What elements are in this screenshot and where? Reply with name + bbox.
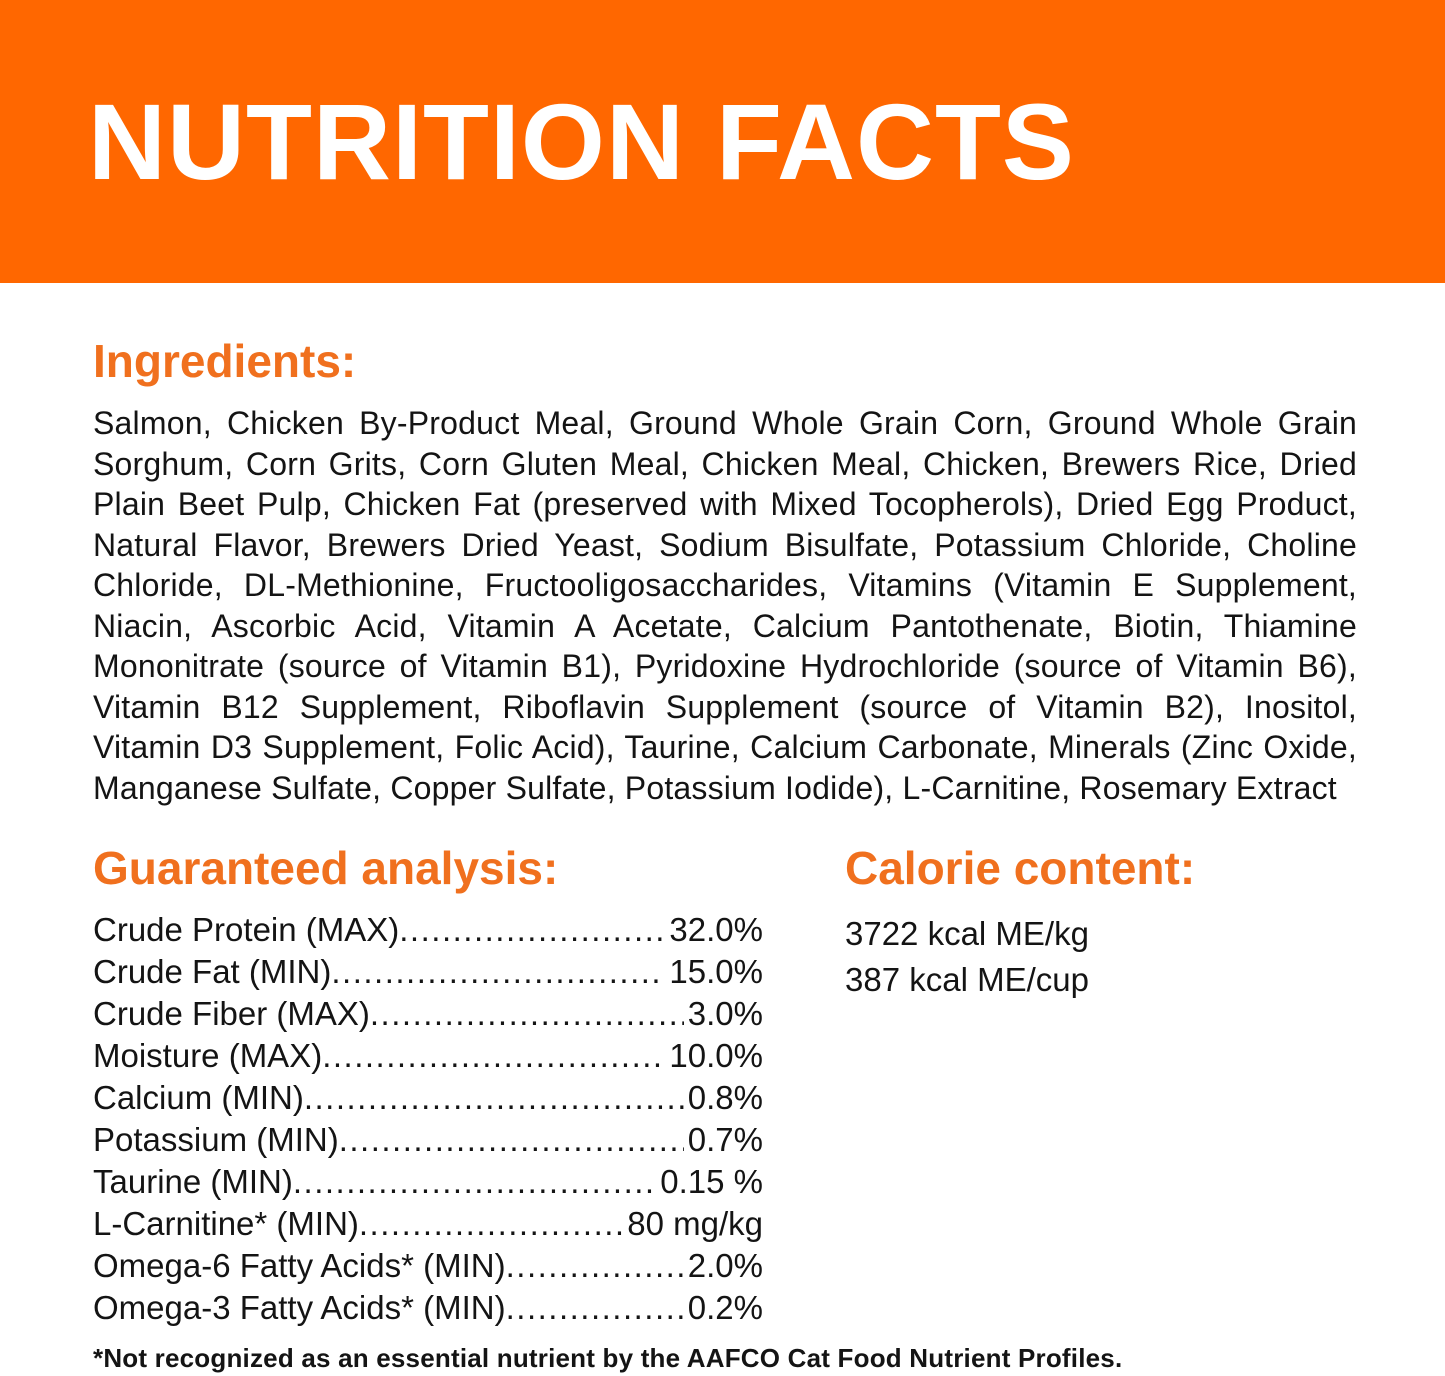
leader-dots <box>339 1119 684 1161</box>
ga-row-label: Potassium (MIN) <box>93 1120 339 1158</box>
ga-row-label: L-Carnitine* (MIN) <box>93 1204 359 1242</box>
leader-dots <box>322 1035 665 1077</box>
ga-row-crude-fat: Crude Fat (MIN) 15.0% <box>93 951 763 993</box>
ga-row-moisture: Moisture (MAX) 10.0% <box>93 1035 763 1077</box>
calorie-content-column: Calorie content: 3722 kcal ME/kg 387 kca… <box>845 844 1357 1002</box>
ga-row-omega-3: Omega-3 Fatty Acids* (MIN) 0.2% <box>93 1287 763 1329</box>
nutrition-facts-banner: NUTRITION FACTS <box>0 0 1445 283</box>
ga-row-value: 80 mg/kg <box>627 1204 763 1242</box>
ga-row-value: 0.8% <box>687 1078 763 1116</box>
ga-row-l-carnitine: L-Carnitine* (MIN) 80 mg/kg <box>93 1203 763 1245</box>
ga-row-crude-protein: Crude Protein (MAX) 32.0% <box>93 909 763 951</box>
ga-row-crude-fiber: Crude Fiber (MAX) 3.0% <box>93 993 763 1035</box>
ga-row-value: 2.0% <box>687 1246 763 1284</box>
ga-row-calcium: Calcium (MIN) 0.8% <box>93 1077 763 1119</box>
footnote: *Not recognized as an essential nutrient… <box>93 1342 1123 1373</box>
guaranteed-analysis-list: Crude Protein (MAX) 32.0% Crude Fat (MIN)… <box>93 909 763 1329</box>
calorie-line-per-kg: 3722 kcal ME/kg <box>845 914 1089 952</box>
ingredients-text: Salmon, Chicken By-Product Meal, Ground … <box>93 405 1357 806</box>
leader-dots <box>506 1245 684 1287</box>
ga-row-value: 10.0% <box>669 1036 763 1074</box>
calorie-line-per-cup: 387 kcal ME/cup <box>845 960 1089 998</box>
ga-row-potassium: Potassium (MIN) 0.7% <box>93 1119 763 1161</box>
ingredients-heading: Ingredients: <box>93 335 357 387</box>
ga-row-label: Omega-6 Fatty Acids* (MIN) <box>93 1246 506 1284</box>
label-content: Ingredients: Salmon, Chicken By-Product … <box>0 337 1445 1374</box>
ga-row-label: Calcium (MIN) <box>93 1078 304 1116</box>
ga-row-label: Crude Protein (MAX) <box>93 910 400 948</box>
calorie-content-heading: Calorie content: <box>845 842 1196 895</box>
ga-row-label: Omega-3 Fatty Acids* (MIN) <box>93 1288 506 1326</box>
leader-dots <box>359 1203 623 1245</box>
ga-row-label: Crude Fat (MIN) <box>93 952 332 990</box>
ga-row-value: 3.0% <box>687 994 763 1032</box>
leader-dots <box>506 1287 684 1329</box>
ga-row-taurine: Taurine (MIN) 0.15 % <box>93 1161 763 1203</box>
leader-dots <box>399 909 665 951</box>
analysis-and-calories-section: Guaranteed analysis: Crude Protein (MAX)… <box>93 844 1357 1328</box>
ga-row-value: 32.0% <box>669 910 763 948</box>
page-title: NUTRITION FACTS <box>88 80 1075 202</box>
calorie-content-values: 3722 kcal ME/kg 387 kcal ME/cup <box>845 911 1357 1003</box>
guaranteed-analysis-heading: Guaranteed analysis: <box>93 842 559 895</box>
ga-row-label: Moisture (MAX) <box>93 1036 323 1074</box>
leader-dots <box>370 993 684 1035</box>
ga-row-value: 0.7% <box>687 1120 763 1158</box>
leader-dots <box>331 951 665 993</box>
ga-row-label: Taurine (MIN) <box>93 1162 293 1200</box>
ga-row-value: 0.15 % <box>660 1162 763 1200</box>
leader-dots <box>293 1161 656 1203</box>
guaranteed-analysis-column: Guaranteed analysis: Crude Protein (MAX)… <box>93 844 763 1328</box>
ga-row-value: 15.0% <box>669 952 763 990</box>
ga-row-omega-6: Omega-6 Fatty Acids* (MIN) 2.0% <box>93 1245 763 1287</box>
ga-row-label: Crude Fiber (MAX) <box>93 994 370 1032</box>
leader-dots <box>304 1077 684 1119</box>
ga-row-value: 0.2% <box>687 1288 763 1326</box>
